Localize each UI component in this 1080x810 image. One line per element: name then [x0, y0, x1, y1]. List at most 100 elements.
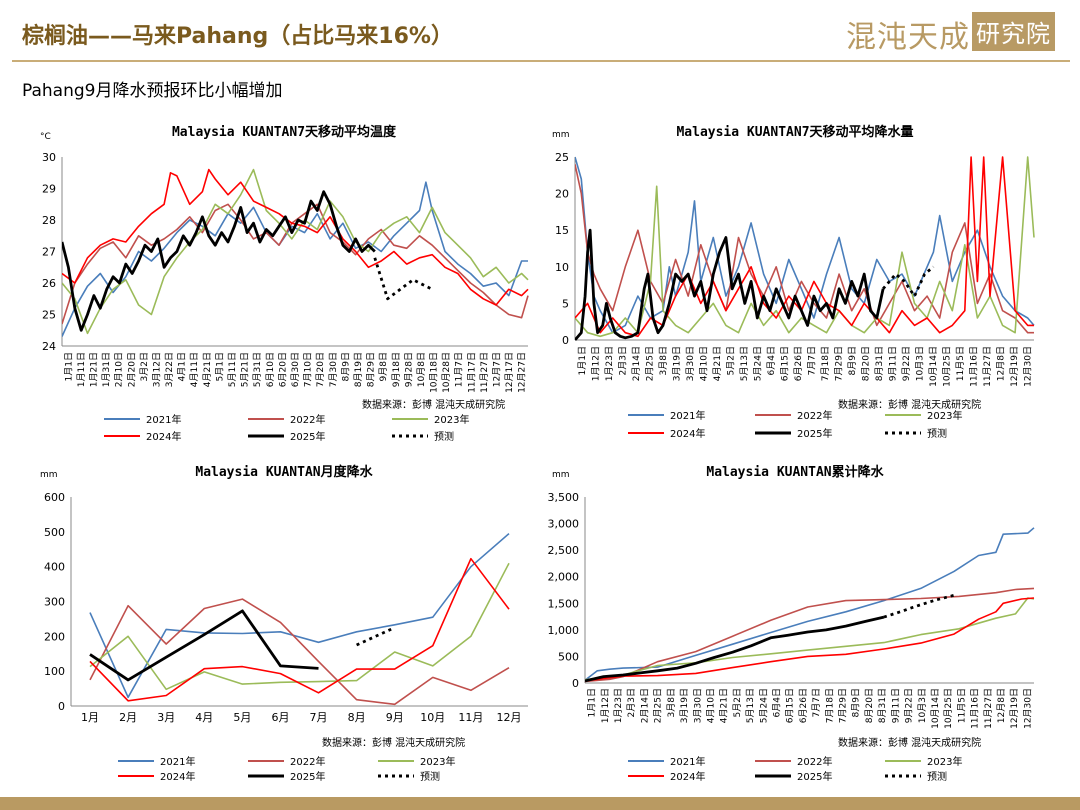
x-tick-label: 1月1日	[63, 352, 74, 381]
x-tick-label: 2月3日	[617, 346, 628, 375]
x-tick-label: 1月31日	[101, 352, 112, 387]
series-line-2023年	[585, 597, 1035, 681]
x-tick-label: 11月16日	[968, 346, 979, 387]
x-tick-label: 7月7日	[806, 346, 817, 375]
x-tick-label: 7月29日	[838, 688, 849, 723]
x-tick-label: 5月11日	[227, 352, 238, 387]
x-tick-label: 10月3日	[917, 688, 928, 723]
legend-label: 预测	[420, 770, 440, 783]
series-line-2021年	[89, 532, 510, 699]
x-tick-label: 2月14日	[631, 346, 642, 381]
x-tick-label: 12月	[496, 711, 521, 724]
x-tick-label: 9月11日	[890, 688, 901, 723]
legend-label: 2024年	[670, 427, 705, 440]
x-tick-label: 11月27日	[479, 352, 490, 393]
y-tick-label: 600	[44, 491, 65, 504]
legend-label: 预测	[927, 427, 947, 440]
x-tick-label: 10月25日	[943, 688, 954, 729]
source-note: 数据来源：彭博 混沌天成研究院	[838, 398, 981, 411]
x-tick-label: 11月	[458, 711, 483, 724]
series-line-2023年	[575, 156, 1035, 338]
x-tick-label: 1月1日	[577, 346, 588, 375]
x-tick-label: 6月10日	[265, 352, 276, 387]
header: 棕榈油——马来Pahang（占比马来16%） 混沌天成 研究院	[0, 0, 1080, 62]
y-tick-label: 25	[42, 309, 56, 322]
series-group	[62, 168, 529, 337]
x-tick-label: 12月30日	[1022, 346, 1033, 387]
y-tick-label: 1,000	[548, 624, 580, 637]
x-tick-label: 11月7日	[454, 352, 465, 387]
x-tick-label: 8月19日	[353, 352, 364, 387]
series-line-预测	[883, 593, 955, 619]
y-axis-unit: mm	[40, 470, 58, 480]
x-tick-label: 4月10日	[698, 346, 709, 381]
y-tick-label: 26	[42, 277, 56, 290]
x-tick-label: 9月8日	[378, 352, 389, 381]
legend-label: 预测	[927, 770, 947, 783]
chart-title: Malaysia KUANTAN7天移动平均降水量	[676, 124, 913, 140]
x-tick-label: 4月11日	[189, 352, 200, 387]
x-tick-label: 10月28日	[441, 352, 452, 393]
y-tick-label: 500	[44, 526, 65, 539]
x-tick-label: 5月13日	[739, 346, 750, 381]
legend-label: 2024年	[670, 770, 705, 783]
x-tick-label: 3月12日	[151, 352, 162, 387]
series-line-2025年	[575, 228, 885, 341]
footer-bar	[0, 797, 1080, 810]
x-tick-label: 9月11日	[887, 346, 898, 381]
legend-label: 2021年	[146, 413, 181, 426]
x-tick-label: 8月9日	[340, 352, 351, 381]
series-group	[89, 532, 510, 706]
legend-label: 2023年	[434, 413, 469, 426]
x-tick-label: 6月4日	[766, 346, 777, 375]
x-tick-label: 3月19日	[671, 346, 682, 381]
x-tick-label: 12月7日	[492, 352, 503, 387]
x-tick-label: 1月21日	[88, 352, 99, 387]
x-tick-label: 8月20日	[860, 346, 871, 381]
x-tick-label: 5月1日	[214, 352, 225, 381]
x-tick-label: 7月29日	[833, 346, 844, 381]
legend-label: 预测	[434, 430, 454, 443]
legend-label: 2021年	[670, 409, 705, 422]
y-tick-label: 15	[555, 224, 569, 237]
x-tick-label: 7月10日	[303, 352, 314, 387]
legend-label: 2023年	[420, 755, 455, 768]
chart-panel-3: Malaysia KUANTAN月度降水 mm 0 100 200 300 400 500 60…	[40, 464, 528, 783]
x-tick-label: 9月22日	[904, 688, 915, 723]
logo: 混沌天成 研究院	[846, 12, 1055, 56]
y-tick-label: 5	[562, 297, 569, 310]
x-tick-label: 2月20日	[126, 352, 137, 387]
y-tick-label: 100	[44, 665, 65, 678]
x-tick-label: 2月25日	[644, 346, 655, 381]
x-tick-label: 3月8日	[666, 688, 677, 717]
legend-label: 2024年	[146, 430, 181, 443]
legend-label: 2023年	[927, 755, 962, 768]
y-tick-label: 200	[44, 630, 65, 643]
x-tick-label: 1月1日	[587, 688, 598, 717]
x-tick-label: 6月15日	[779, 346, 790, 381]
x-tick-label: 3月2日	[139, 352, 150, 381]
series-line-2025年	[89, 609, 319, 682]
x-tick-label: 3月8日	[658, 346, 669, 375]
x-tick-label: 7月7日	[811, 688, 822, 717]
x-tick-label: 1月12日	[600, 688, 611, 723]
series-line-2024年	[585, 597, 1035, 682]
x-tick-label: 10月3日	[914, 346, 925, 381]
series-line-2024年	[62, 168, 529, 306]
legend-label: 2022年	[290, 755, 325, 768]
y-tick-label: 30	[42, 151, 56, 164]
y-tick-label: 3,500	[548, 491, 580, 504]
y-tick-label: 25	[555, 151, 569, 164]
x-tick-label: 2月3日	[626, 688, 637, 717]
x-tick-label: 10月18日	[429, 352, 440, 393]
x-tick-label: 8月20日	[864, 688, 875, 723]
series-line-2022年	[89, 598, 510, 706]
x-tick-label: 9月28日	[403, 352, 414, 387]
y-tick-label: 10	[555, 261, 569, 274]
series-line-预测	[373, 257, 433, 301]
series-line-2024年	[575, 156, 1034, 338]
logo-text: 混沌天成	[846, 20, 970, 55]
x-tick-label: 4月1日	[177, 352, 188, 381]
x-tick-label: 5月21日	[240, 352, 251, 387]
x-tick-label: 4月21日	[712, 346, 723, 381]
